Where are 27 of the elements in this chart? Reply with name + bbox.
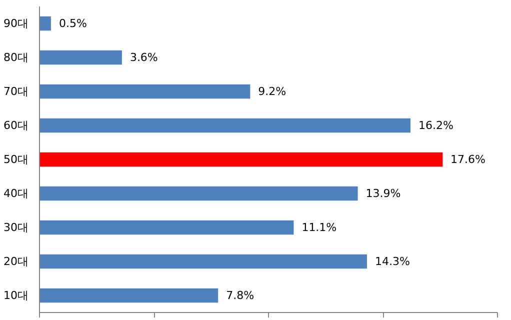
y-tick-label: 80대 [4, 51, 29, 64]
y-tick-label: 40대 [4, 187, 29, 200]
y-tick-label: 90대 [4, 17, 29, 30]
y-tick-label: 20대 [4, 255, 29, 268]
bar [40, 16, 51, 31]
y-tick-label: 10대 [4, 289, 29, 302]
data-label: 3.6% [130, 51, 158, 64]
bar [40, 186, 358, 201]
data-label: 0.5% [58, 17, 87, 30]
y-tick-label: 60대 [4, 119, 29, 132]
data-label: 13.9% [366, 187, 401, 200]
data-label: 11.1% [302, 221, 337, 234]
bar [40, 118, 410, 133]
bar [40, 288, 218, 303]
data-label: 14.3% [374, 255, 410, 268]
y-tick-label: 50대 [4, 153, 29, 166]
y-tick-label: 70대 [4, 85, 29, 98]
data-label: 17.6% [450, 153, 486, 166]
bar [40, 84, 250, 99]
data-label: 9.2% [258, 85, 286, 98]
bar [40, 254, 367, 269]
y-tick-label: 30대 [4, 221, 29, 234]
bar [40, 152, 443, 167]
bar [40, 50, 122, 65]
data-label: 16.2% [418, 119, 454, 132]
data-label: 7.8% [226, 289, 254, 302]
bar [40, 220, 294, 235]
